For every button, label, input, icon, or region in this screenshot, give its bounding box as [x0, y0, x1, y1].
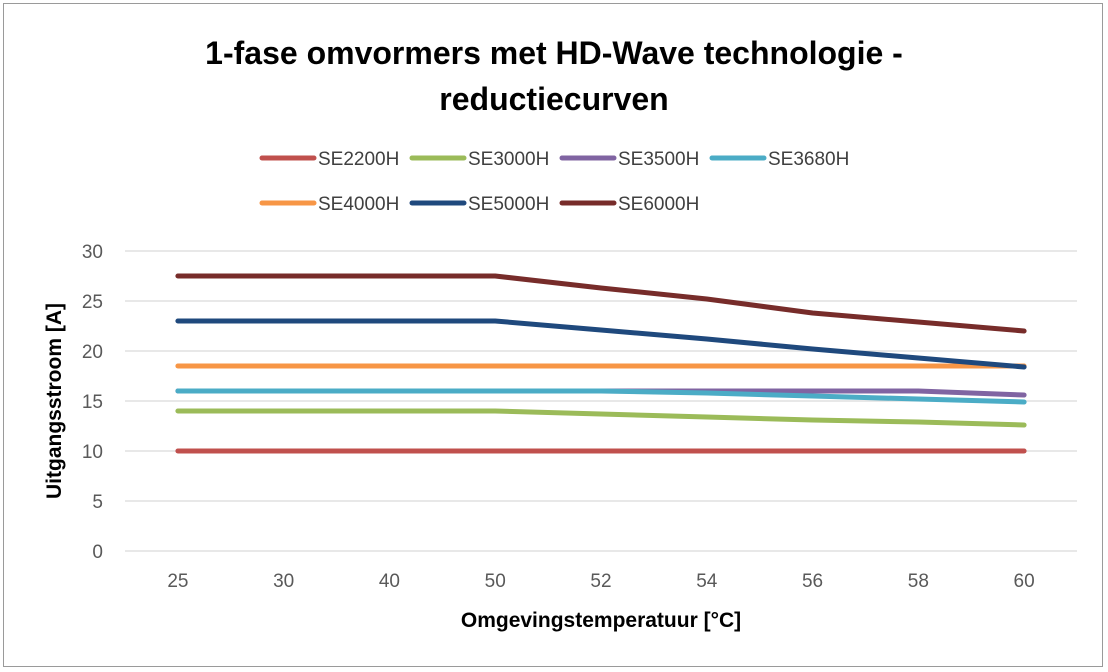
legend-label: SE6000H	[618, 194, 699, 215]
legend-item-se3500h: SE3500H	[559, 149, 699, 170]
legend-label: SE5000H	[468, 194, 549, 215]
x-axis-title: Omgevingstemperatuur [°C]	[461, 609, 741, 632]
legend-label: SE4000H	[318, 194, 399, 215]
y-tick-label: 0	[92, 542, 103, 563]
legend-item-se6000h: SE6000H	[559, 194, 699, 215]
x-tick-label: 54	[696, 571, 718, 592]
x-axis-ticks: 25 30 40 50 52 54 56 58 60	[167, 571, 1034, 592]
x-tick-label: 50	[485, 571, 506, 592]
series-line-se3680h	[175, 388, 1027, 405]
x-tick-label: 58	[908, 571, 929, 592]
legend: SE2200H SE3000H SE3500H SE3680H SE4000H SE500…	[259, 149, 849, 215]
y-tick-label: 5	[92, 492, 103, 513]
legend-label: SE2200H	[318, 149, 399, 170]
legend-label: SE3000H	[468, 149, 549, 170]
chart-frame	[3, 3, 1103, 667]
series-line-se6000h	[175, 273, 1027, 334]
y-tick-label: 30	[82, 242, 103, 263]
legend-item-se5000h: SE5000H	[409, 194, 549, 215]
series-line-se5000h	[175, 318, 1027, 370]
y-axis-title: Uitgangsstroom [A]	[43, 303, 66, 499]
x-tick-label: 25	[167, 571, 188, 592]
series-line-se3000h	[175, 408, 1027, 428]
y-tick-label: 15	[82, 392, 103, 413]
chart-title: 1-fase omvormers met HD-Wave technologie…	[0, 30, 1108, 122]
legend-label: SE3680H	[768, 149, 849, 170]
x-tick-label: 56	[802, 571, 823, 592]
y-tick-label: 25	[82, 292, 103, 313]
legend-item-se3680h: SE3680H	[709, 149, 849, 170]
x-tick-label: 60	[1014, 571, 1035, 592]
legend-label: SE3500H	[618, 149, 699, 170]
chart-title-line-2: reductiecurven	[439, 81, 669, 117]
y-tick-label: 20	[82, 342, 103, 363]
x-tick-label: 30	[273, 571, 294, 592]
y-axis-ticks: 0 5 10 15 20 25 30	[82, 242, 103, 563]
y-tick-label: 10	[82, 442, 103, 463]
legend-item-se4000h: SE4000H	[259, 194, 399, 215]
chart-title-line-1: 1-fase omvormers met HD-Wave technologie…	[205, 35, 903, 71]
legend-item-se2200h: SE2200H	[259, 149, 399, 170]
series-lines	[175, 273, 1027, 454]
x-tick-label: 52	[590, 571, 611, 592]
x-tick-label: 40	[379, 571, 400, 592]
legend-item-se3000h: SE3000H	[409, 149, 549, 170]
